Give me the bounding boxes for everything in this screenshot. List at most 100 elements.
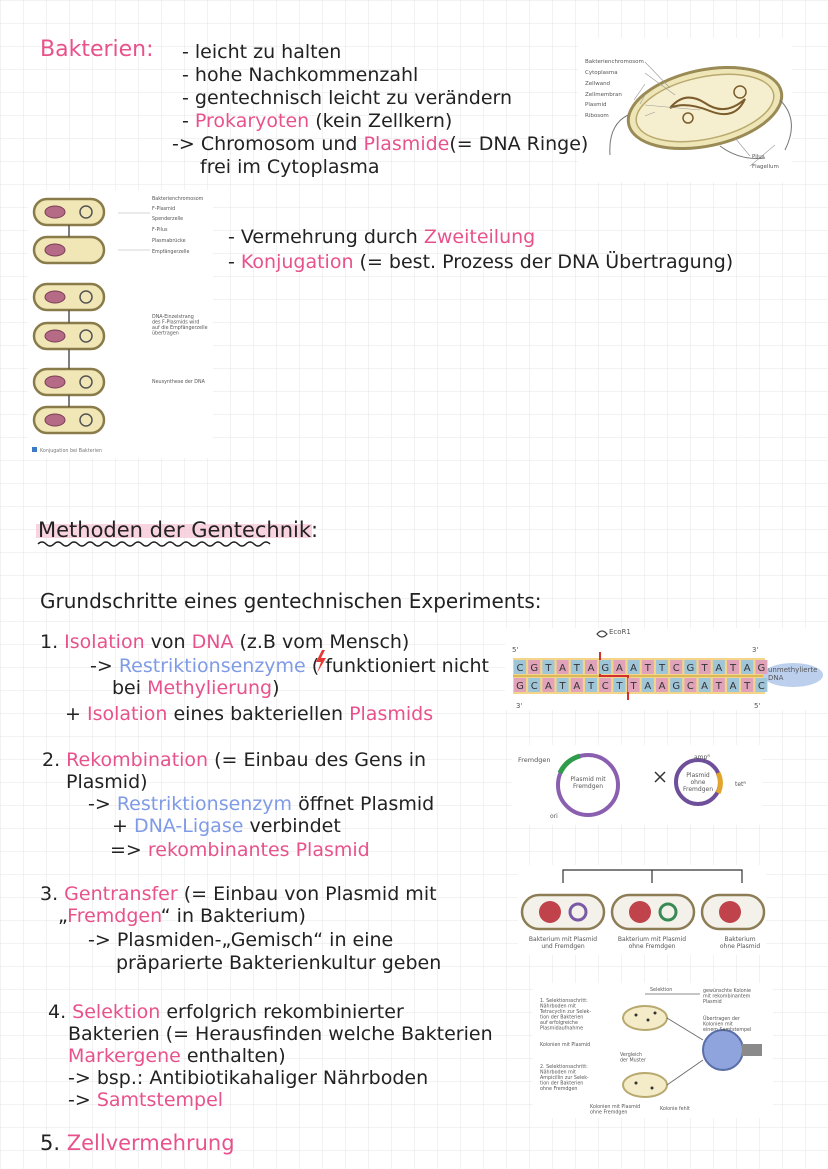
figure-label-line: tion der Bakterien — [540, 1081, 583, 1087]
note-text: -> — [90, 655, 119, 677]
note-text: 5. — [40, 1131, 67, 1155]
base-box — [641, 678, 654, 692]
figure-label: Cytoplasma — [585, 70, 618, 76]
figure-label-line: der Muster — [620, 1058, 646, 1064]
base-box — [542, 660, 555, 674]
base-letter: C — [517, 663, 524, 674]
base-box — [712, 660, 725, 674]
figure-label-line: tion der Bakterien — [540, 1015, 583, 1021]
figure-label: Ribosom — [585, 113, 609, 119]
note-line: -> Samtstempel — [68, 1089, 223, 1111]
note-text: erfolgrich rekombinierter — [160, 1001, 404, 1023]
base-letter: A — [659, 681, 666, 692]
note-line: bei Methylierung) — [112, 677, 280, 699]
base-letter: A — [573, 681, 580, 692]
note-text: - — [228, 251, 241, 273]
figure-label-line: F-Pilus — [152, 227, 168, 233]
base-box — [755, 660, 768, 674]
figure-label-line: Spenderzelle — [152, 216, 183, 222]
base-box — [755, 678, 768, 692]
base-box — [727, 678, 739, 692]
base-box — [712, 678, 725, 692]
note-line: + DNA-Ligase verbindet — [112, 815, 341, 837]
section-subtitle: Grundschritte eines gentechnischen Exper… — [40, 589, 541, 613]
figure-label-line: auf die Empfängerzelle — [152, 325, 208, 331]
base-letter: A — [616, 663, 623, 674]
base-letter: A — [588, 663, 595, 674]
base-box — [556, 678, 569, 692]
note-text: von — [145, 631, 192, 653]
figure-label: EcoR1 — [609, 628, 631, 636]
figure-label-line: Ampicillin zur Selek- — [540, 1075, 589, 1081]
note-text: -> — [68, 1089, 97, 1111]
note-line: -> bsp.: Antibiotikahaliger Nährboden — [68, 1067, 428, 1089]
figure-label-line: Bakterium mit Plasmid — [618, 936, 686, 943]
base-letter: T — [573, 663, 581, 674]
base-letter: T — [559, 681, 567, 692]
base-box — [741, 660, 754, 674]
figure-label-line: Fremdgen — [573, 783, 603, 790]
note-text: - hohe Nachkommenzahl — [182, 64, 418, 86]
note-line: 5. Zellvermehrung — [40, 1131, 235, 1155]
base-box — [528, 678, 541, 692]
figure-label-line: Plasmabrücke — [152, 238, 186, 244]
transfer-figure — [518, 865, 766, 955]
note-text: „ — [58, 905, 67, 927]
note-line: -> Restriktionsenzym öffnet Plasmid — [88, 793, 434, 815]
note-line: -> Plasmiden-„Gemisch“ in eine — [88, 929, 393, 951]
base-box — [698, 678, 711, 692]
base-letter: T — [715, 681, 723, 692]
base-letter: T — [701, 663, 709, 674]
base-letter: C — [687, 681, 694, 692]
figure-label-line: unmethylierte — [768, 666, 817, 674]
figure-label: Plasmid — [585, 102, 606, 108]
figure-label-line: Plasmid mit — [570, 776, 606, 783]
base-letter: A — [644, 681, 651, 692]
figure-label-line: Neusynthese der DNA — [152, 379, 206, 385]
figure-label-line: 1. Selektionsschritt: — [540, 998, 588, 1004]
figure-label-line: Plasmid — [686, 772, 710, 779]
base-letter: A — [730, 681, 737, 692]
selection-figure — [533, 983, 773, 1118]
note-line: + Isolation eines bakteriellen Plasmids — [65, 703, 433, 725]
base-letter: A — [545, 681, 552, 692]
figure-label: Plasmid mit Fremdgen — [570, 776, 606, 790]
base-letter: G — [672, 681, 680, 692]
figure-label: Selektion — [650, 987, 672, 993]
note-text: enthalten) — [181, 1045, 286, 1067]
figure-label: ori — [550, 813, 558, 820]
note-text: (z.B vom Mensch) — [233, 631, 409, 653]
figure-label-line: und Fremdgen — [541, 943, 585, 950]
note-text: Bakterien (= Herausfinden welche Bakteri… — [68, 1023, 493, 1045]
base-box — [613, 660, 626, 674]
note-text: + — [112, 815, 134, 837]
conjugation-figure — [28, 190, 213, 458]
figure-label: Übertragen der Kolonien mit einem Samtstem… — [703, 1015, 751, 1033]
figure-label-line: Kolonien mit Plasmid — [540, 1042, 590, 1048]
figure-label-line: Übertragen der — [703, 1015, 740, 1022]
base-box — [556, 660, 569, 674]
note-text: präparierte Bakterienkultur geben — [116, 952, 441, 974]
note-text: (= DNA Ringe) — [449, 133, 588, 155]
base-box — [727, 660, 739, 674]
figure-label-line: Bakterienchromosom — [585, 59, 644, 65]
note-text: - — [182, 110, 195, 132]
figure-label: Spenderzelle — [152, 216, 183, 222]
base-box — [656, 678, 668, 692]
note-line: frei im Cytoplasma — [200, 156, 380, 178]
figure-label: F-Pilus — [152, 227, 168, 233]
figure-label: Zellmembran — [585, 92, 622, 98]
note-text: - Vermehrung durch — [228, 226, 424, 248]
note-line: 2. Rekombination (= Einbau des Gens in — [42, 749, 426, 771]
figure-label-line: 5' — [512, 646, 518, 654]
figure-label: F-Plasmid — [152, 206, 175, 212]
base-box — [514, 678, 526, 692]
note-text: => — [110, 839, 148, 861]
figure-label-line: Cytoplasma — [585, 70, 618, 76]
base-letter: C — [602, 681, 609, 692]
note-text: Isolation — [64, 631, 144, 653]
figure-label: tetᴿ — [735, 781, 746, 788]
note-text: ( funktioniert nicht — [306, 655, 489, 677]
figure-label-line: Ribosom — [585, 113, 609, 119]
figure-caption: Konjugation bei Bakterien — [40, 448, 102, 454]
